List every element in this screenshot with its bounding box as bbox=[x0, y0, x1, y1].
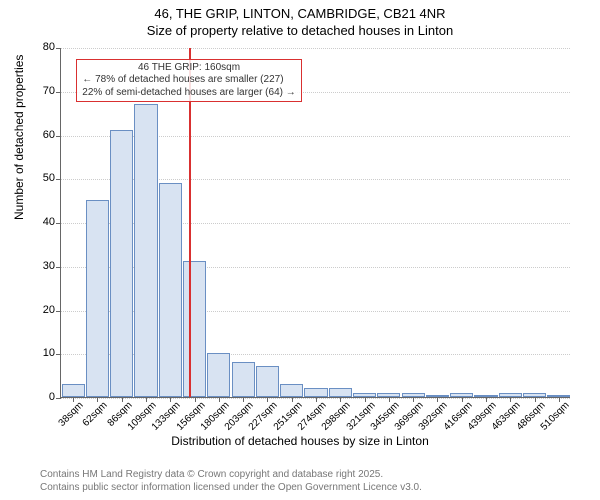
histogram-plot: 0102030405060708038sqm62sqm86sqm109sqm13… bbox=[60, 48, 570, 398]
histogram-bar bbox=[183, 261, 206, 397]
x-axis-label: Distribution of detached houses by size … bbox=[0, 434, 600, 448]
histogram-bar bbox=[62, 384, 85, 397]
histogram-bar bbox=[134, 104, 157, 397]
grid-line bbox=[61, 48, 570, 49]
y-tick-label: 70 bbox=[43, 85, 61, 97]
y-tick-label: 40 bbox=[43, 216, 61, 228]
title-line2: Size of property relative to detached ho… bbox=[0, 23, 600, 40]
footer-line1: Contains HM Land Registry data © Crown c… bbox=[40, 469, 422, 482]
histogram-bar bbox=[329, 388, 352, 397]
histogram-bar bbox=[256, 366, 279, 397]
histogram-bar bbox=[207, 353, 230, 397]
y-axis-label: Number of detached properties bbox=[12, 55, 26, 220]
y-tick-label: 60 bbox=[43, 129, 61, 141]
annotation-line: 46 THE GRIP: 160sqm bbox=[82, 62, 295, 75]
annotation-line: ← 78% of detached houses are smaller (22… bbox=[82, 74, 295, 87]
x-tick-label: 62sqm bbox=[78, 397, 110, 429]
histogram-bar bbox=[232, 362, 255, 397]
histogram-bar bbox=[304, 388, 327, 397]
histogram-bar bbox=[86, 200, 109, 397]
y-tick-label: 20 bbox=[43, 304, 61, 316]
y-tick-label: 10 bbox=[43, 347, 61, 359]
histogram-bar bbox=[280, 384, 303, 397]
histogram-bar bbox=[110, 130, 133, 397]
histogram-bar bbox=[159, 183, 182, 397]
footer-line2: Contains public sector information licen… bbox=[40, 482, 422, 495]
annotation-line: 22% of semi-detached houses are larger (… bbox=[82, 87, 295, 100]
annotation-box: 46 THE GRIP: 160sqm← 78% of detached hou… bbox=[76, 59, 301, 103]
footer-attribution: Contains HM Land Registry data © Crown c… bbox=[40, 469, 422, 494]
chart-title: 46, THE GRIP, LINTON, CAMBRIDGE, CB21 4N… bbox=[0, 0, 600, 40]
y-tick-label: 30 bbox=[43, 260, 61, 272]
y-tick-label: 80 bbox=[43, 41, 61, 53]
title-line1: 46, THE GRIP, LINTON, CAMBRIDGE, CB21 4N… bbox=[0, 6, 600, 23]
y-tick-label: 50 bbox=[43, 172, 61, 184]
y-tick-label: 0 bbox=[49, 391, 61, 403]
